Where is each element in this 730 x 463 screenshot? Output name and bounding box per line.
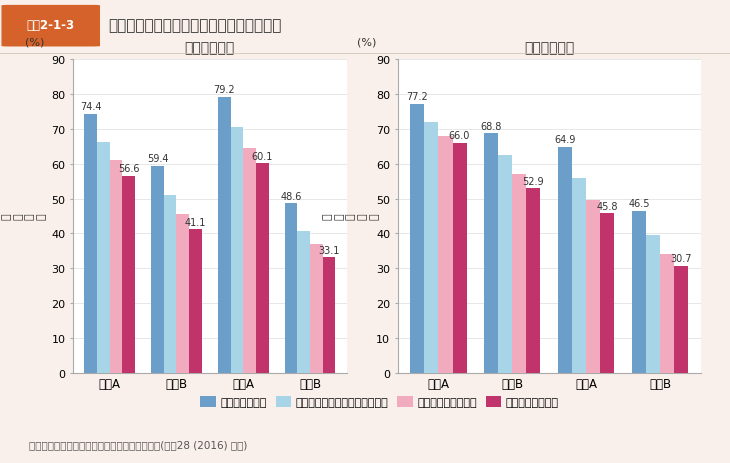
Bar — [646, 236, 660, 373]
Bar — [632, 211, 646, 373]
Bar — [572, 178, 586, 373]
Text: 56.6: 56.6 — [118, 164, 139, 174]
Bar — [526, 189, 540, 373]
Bar — [499, 156, 512, 373]
Bar — [410, 105, 424, 373]
Bar — [323, 258, 335, 373]
Text: 33.1: 33.1 — [318, 245, 339, 255]
Title: 小学校６年生: 小学校６年生 — [185, 41, 235, 55]
Text: 52.9: 52.9 — [523, 176, 545, 187]
Bar — [231, 128, 243, 373]
Bar — [600, 213, 615, 373]
Bar — [424, 123, 439, 373]
Text: 41.1: 41.1 — [185, 218, 206, 227]
Bar — [512, 175, 526, 373]
Text: 資料：文部科学省「全国学力・学習状況調査」(平成28 (2016) 年度): 資料：文部科学省「全国学力・学習状況調査」(平成28 (2016) 年度) — [28, 439, 247, 450]
Text: (%): (%) — [357, 38, 377, 48]
Title: 中学校３年生: 中学校３年生 — [524, 41, 575, 55]
Text: 図表2-1-3: 図表2-1-3 — [26, 19, 74, 32]
Text: 46.5: 46.5 — [629, 199, 650, 209]
Bar — [660, 255, 675, 373]
Bar — [256, 164, 269, 373]
Bar — [558, 147, 572, 373]
Text: 30.7: 30.7 — [670, 254, 692, 263]
Text: (%): (%) — [25, 38, 45, 48]
Text: 平
均
正
答
率: 平 均 正 答 率 — [323, 213, 379, 220]
Text: 64.9: 64.9 — [555, 135, 576, 145]
Bar — [243, 149, 256, 373]
Bar — [189, 230, 202, 373]
FancyBboxPatch shape — [1, 6, 100, 47]
Text: 45.8: 45.8 — [596, 201, 618, 211]
Bar — [285, 204, 297, 373]
Text: 60.1: 60.1 — [252, 151, 273, 162]
Bar — [85, 114, 97, 373]
Bar — [177, 215, 189, 373]
Bar — [675, 266, 688, 373]
Bar — [586, 201, 600, 373]
Text: 48.6: 48.6 — [280, 192, 301, 201]
Text: 59.4: 59.4 — [147, 154, 168, 164]
Bar — [164, 195, 177, 373]
Bar — [310, 244, 323, 373]
Text: 66.0: 66.0 — [449, 131, 470, 141]
Bar — [123, 176, 135, 373]
Bar — [439, 137, 453, 373]
Bar — [151, 166, 164, 373]
Legend: 毎日食べている, どちらかといえば、食べている, あまり食べていない, 全く食べていない: 毎日食べている, どちらかといえば、食べている, あまり食べていない, 全く食べ… — [196, 392, 564, 412]
Text: 68.8: 68.8 — [480, 121, 502, 131]
Text: 74.4: 74.4 — [80, 102, 101, 112]
Bar — [218, 98, 231, 373]
Bar — [453, 144, 466, 373]
Text: 79.2: 79.2 — [213, 85, 235, 95]
Bar — [297, 231, 310, 373]
Bar — [110, 161, 123, 373]
Bar — [484, 134, 499, 373]
Bar — [97, 143, 110, 373]
Text: 平
均
正
答
率: 平 均 正 答 率 — [0, 213, 47, 220]
Text: 朝食摂取と学力調査の平均正答率との関係: 朝食摂取と学力調査の平均正答率との関係 — [108, 18, 281, 33]
Text: 77.2: 77.2 — [407, 92, 429, 102]
